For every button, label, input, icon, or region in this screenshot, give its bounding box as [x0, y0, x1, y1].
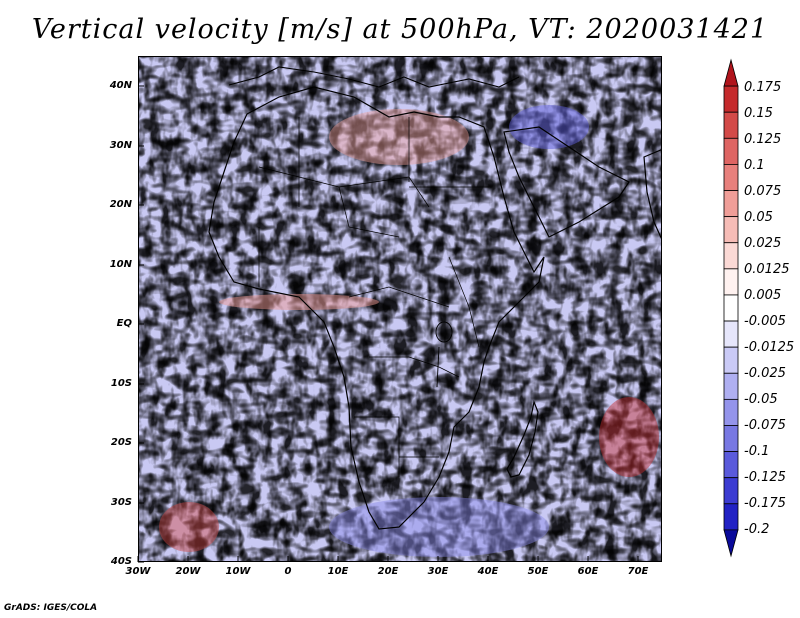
colorbar-label: 0.025 [744, 236, 782, 251]
colorbar-label: -0.175 [744, 496, 786, 511]
lon-label: 50E [527, 566, 549, 577]
colorbar-segment [723, 477, 739, 505]
colorbar-segment [723, 137, 739, 165]
colorbar-label: -0.1 [744, 444, 770, 459]
colorbar-segment [723, 190, 739, 218]
colorbar-segment [723, 85, 739, 113]
colorbar-segment [723, 503, 739, 531]
lat-label: 20S [110, 437, 132, 448]
lon-label: 30W [125, 566, 151, 577]
lon-label: 10W [225, 566, 251, 577]
colorbar-label: 0.005 [744, 288, 782, 303]
arabia-coastline [503, 126, 630, 238]
colorbar-segment [723, 294, 739, 322]
colorbar-label: -0.025 [744, 366, 786, 381]
colorbar-label: -0.075 [744, 418, 786, 433]
colorbar-segment [723, 216, 739, 244]
colorbar-label: 0.075 [744, 184, 782, 199]
colorbar-label: -0.2 [744, 522, 770, 537]
lat-label: 40N [109, 80, 132, 91]
colorbar-segment [723, 372, 739, 400]
lon-label: 20W [175, 566, 201, 577]
colorbar-label: 0.15 [744, 106, 773, 121]
map-title: Vertical velocity [m/s] at 500hPa, VT: 2… [31, 14, 769, 45]
colorbar-label: -0.125 [744, 470, 786, 485]
colorbar-segment [723, 346, 739, 374]
lat-label: 10N [109, 259, 132, 270]
colorbar-label: 0.05 [744, 210, 773, 225]
lat-label: 30N [109, 140, 132, 151]
colorbar-segment [723, 398, 739, 426]
lat-label: 40S [110, 556, 132, 567]
colorbar-segment [723, 320, 739, 348]
lat-label: EQ [116, 318, 132, 329]
madagascar [506, 399, 539, 478]
colorbar-segment [723, 58, 739, 87]
colorbar-label: 0.125 [744, 132, 782, 147]
colorbar-label: 0.0125 [744, 262, 790, 277]
africa-coastline [208, 86, 545, 530]
colorbar-label: -0.05 [744, 392, 778, 407]
colorbar-segment [723, 242, 739, 270]
lon-label: 30E [427, 566, 449, 577]
lon-label: 0 [284, 566, 292, 577]
colorbar-segment [723, 529, 739, 558]
colorbar-segment [723, 111, 739, 139]
lon-label: 60E [577, 566, 599, 577]
lat-label: 10S [110, 378, 132, 389]
lon-label: 40E [477, 566, 499, 577]
lat-label: 30S [110, 497, 132, 508]
colorbar-segment [723, 451, 739, 479]
credit-text: GrADS: IGES/COLA [4, 603, 98, 613]
velocity-field [139, 57, 661, 561]
colorbar-segment [723, 164, 739, 191]
lat-label: 20N [109, 199, 132, 210]
colorbar-label: -0.005 [744, 314, 786, 329]
lon-label: 20E [377, 566, 399, 577]
map-panel [138, 56, 662, 562]
colorbar-label: 0.175 [744, 80, 782, 95]
colorbar-segment [723, 425, 739, 452]
colorbar-label: -0.0125 [744, 340, 795, 355]
lon-label: 70E [627, 566, 649, 577]
colorbar-segment [723, 268, 739, 296]
lon-label: 10E [327, 566, 349, 577]
colorbar-label: 0.1 [744, 158, 765, 173]
